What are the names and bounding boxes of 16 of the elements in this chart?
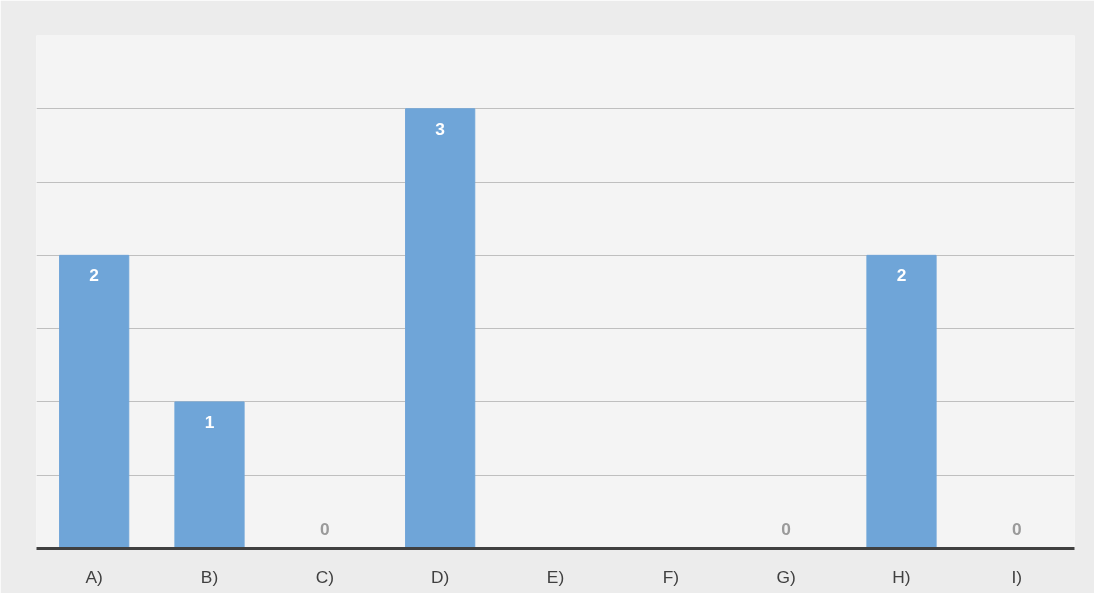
data-label: 1	[204, 411, 215, 432]
x-tick-label: H)	[892, 566, 911, 587]
data-label: 2	[89, 265, 99, 286]
x-tick-label: A)	[85, 566, 103, 587]
data-label: 0	[320, 518, 330, 539]
data-label: 3	[435, 118, 446, 139]
x-tick-label: C)	[315, 566, 334, 587]
data-label: 0	[781, 518, 791, 539]
x-tick-label: B)	[200, 566, 219, 587]
x-tick-label: E)	[546, 566, 565, 587]
data-label: 0	[1012, 518, 1022, 539]
x-tick-label: G)	[776, 566, 796, 587]
x-tick-label: F)	[662, 566, 680, 587]
data-label: 2	[896, 265, 907, 286]
x-tick-label: I)	[1011, 566, 1023, 587]
x-tick-label: D)	[431, 566, 450, 587]
